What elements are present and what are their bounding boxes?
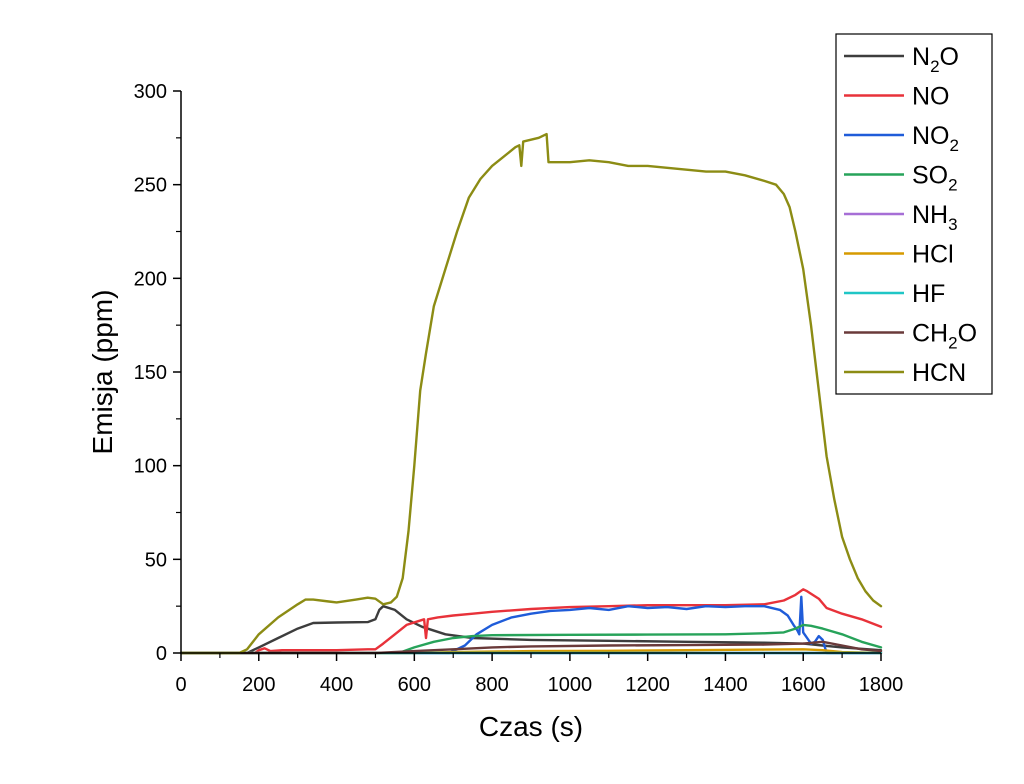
x-tick-label-400: 400 — [320, 674, 353, 696]
legend-label-hf: HF — [912, 280, 945, 308]
x-tick-label-1800: 1800 — [859, 674, 904, 696]
series-line-no2 — [179, 595, 883, 655]
legend-label-so2: SO2 — [912, 162, 958, 195]
legend-label-no: NO — [912, 83, 950, 111]
y-tick-label-50: 50 — [145, 549, 167, 571]
x-tick-label-600: 600 — [398, 674, 431, 696]
legend-label-hcn: HCN — [912, 359, 966, 387]
y-tick-label-100: 100 — [134, 456, 167, 478]
x-tick-label-1200: 1200 — [625, 674, 670, 696]
legend-label-ch2o: CH2O — [912, 320, 977, 353]
legend-label-nh3: NH3 — [912, 201, 958, 234]
x-tick-label-800: 800 — [475, 674, 508, 696]
x-tick-label-1400: 1400 — [703, 674, 748, 696]
series-line-n2o — [179, 605, 883, 655]
legend: N2O NO NO2 SO2 NH3 HCl HF CH2O HCN — [835, 33, 993, 395]
series-line-no — [179, 588, 883, 655]
y-tick-label-150: 150 — [134, 362, 167, 384]
series-line-ch2o — [179, 640, 883, 655]
legend-label-hcl: HCl — [912, 241, 954, 269]
x-tick-label-0: 0 — [175, 674, 186, 696]
x-tick-label-200: 200 — [242, 674, 275, 696]
series-line-so2 — [179, 623, 883, 655]
x-axis-title: Czas (s) — [479, 711, 583, 742]
y-axis-title: Emisja (ppm) — [87, 290, 118, 455]
y-tick-label-250: 250 — [134, 175, 167, 197]
y-tick-label-300: 300 — [134, 81, 167, 103]
legend-items: N2O NO NO2 SO2 NH3 HCl HF CH2O HCN — [844, 43, 977, 387]
x-tick-label-1600: 1600 — [781, 674, 826, 696]
y-tick-label-200: 200 — [134, 268, 167, 290]
x-tick-label-1000: 1000 — [548, 674, 593, 696]
legend-label-n2o: N2O — [912, 43, 959, 76]
y-tick-label-0: 0 — [156, 643, 167, 665]
legend-label-no2: NO2 — [912, 122, 959, 155]
series-layer — [179, 132, 883, 655]
axes-layer: 0 200 400 600 800 1000 1200 1400 1600 1800 0 50 100 1… — [134, 81, 904, 696]
series-line-hcn — [179, 132, 883, 655]
